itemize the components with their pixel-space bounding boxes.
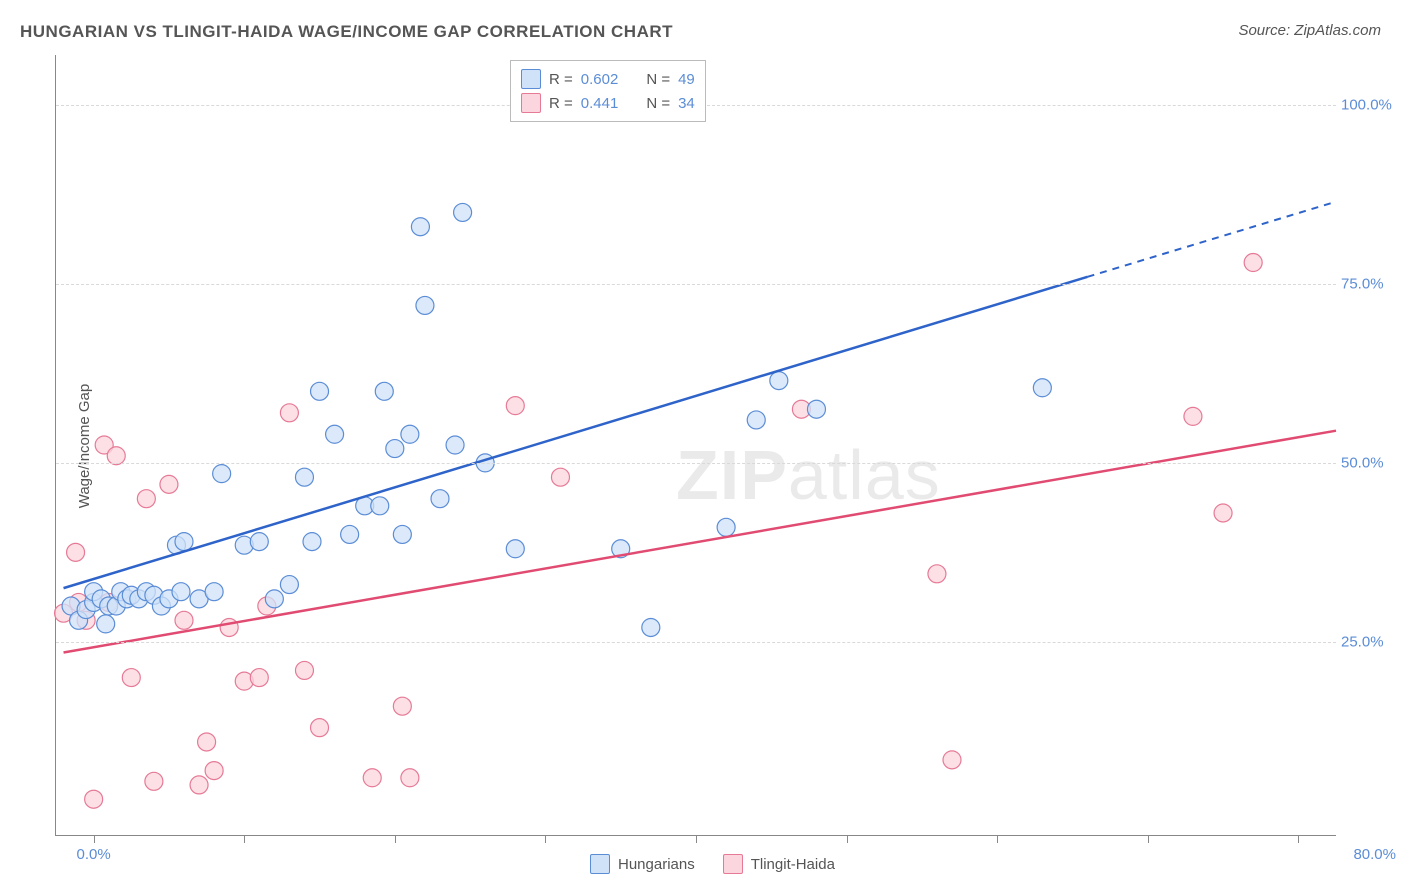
legend-swatch bbox=[590, 854, 610, 874]
data-point bbox=[295, 661, 313, 679]
data-point bbox=[371, 497, 389, 515]
data-point bbox=[190, 776, 208, 794]
data-point bbox=[1033, 379, 1051, 397]
data-point bbox=[97, 615, 115, 633]
regression-line bbox=[64, 277, 1088, 588]
data-point bbox=[213, 465, 231, 483]
data-point bbox=[1184, 407, 1202, 425]
data-point bbox=[220, 618, 238, 636]
data-point bbox=[265, 590, 283, 608]
data-point bbox=[416, 296, 434, 314]
gridline bbox=[56, 463, 1336, 464]
legend-swatch bbox=[521, 93, 541, 113]
legend-series: Hungarians Tlingit-Haida bbox=[590, 854, 835, 874]
data-point bbox=[250, 669, 268, 687]
x-tick bbox=[545, 835, 546, 843]
legend-r-value: 0.602 bbox=[581, 71, 619, 88]
data-point bbox=[280, 404, 298, 422]
data-point bbox=[175, 611, 193, 629]
y-tick-label: 50.0% bbox=[1341, 454, 1396, 471]
data-point bbox=[375, 382, 393, 400]
data-point bbox=[393, 525, 411, 543]
data-point bbox=[67, 543, 85, 561]
y-tick-label: 25.0% bbox=[1341, 633, 1396, 650]
data-point bbox=[928, 565, 946, 583]
legend-series-label: Hungarians bbox=[618, 856, 695, 873]
data-point bbox=[250, 533, 268, 551]
data-point bbox=[85, 790, 103, 808]
y-tick-label: 100.0% bbox=[1341, 97, 1396, 114]
data-point bbox=[205, 762, 223, 780]
data-point bbox=[311, 719, 329, 737]
data-point bbox=[295, 468, 313, 486]
legend-r-label: R = bbox=[549, 71, 573, 88]
plot-area: ZIPatlas 25.0%50.0%75.0%100.0%0.0%80.0% bbox=[55, 55, 1336, 836]
chart-title: HUNGARIAN VS TLINGIT-HAIDA WAGE/INCOME G… bbox=[20, 22, 673, 42]
x-tick bbox=[244, 835, 245, 843]
x-tick bbox=[395, 835, 396, 843]
x-tick-label: 80.0% bbox=[1353, 846, 1396, 863]
data-point bbox=[145, 772, 163, 790]
data-point bbox=[943, 751, 961, 769]
legend-series-item: Hungarians bbox=[590, 854, 695, 874]
data-point bbox=[747, 411, 765, 429]
data-point bbox=[807, 400, 825, 418]
chart-svg bbox=[56, 55, 1336, 835]
x-tick bbox=[997, 835, 998, 843]
legend-stats-row: R = 0.441 N = 34 bbox=[521, 91, 695, 115]
y-tick-label: 75.0% bbox=[1341, 275, 1396, 292]
data-point bbox=[198, 733, 216, 751]
x-tick bbox=[94, 835, 95, 843]
data-point bbox=[1214, 504, 1232, 522]
data-point bbox=[205, 583, 223, 601]
data-point bbox=[454, 203, 472, 221]
data-point bbox=[386, 440, 404, 458]
data-point bbox=[326, 425, 344, 443]
data-point bbox=[717, 518, 735, 536]
data-point bbox=[431, 490, 449, 508]
data-point bbox=[175, 533, 193, 551]
source-label: Source: ZipAtlas.com bbox=[1238, 22, 1381, 39]
data-point bbox=[311, 382, 329, 400]
legend-n-label: N = bbox=[646, 71, 670, 88]
legend-stats: R = 0.602 N = 49 R = 0.441 N = 34 bbox=[510, 60, 706, 122]
data-point bbox=[160, 475, 178, 493]
data-point bbox=[122, 669, 140, 687]
legend-stats-row: R = 0.602 N = 49 bbox=[521, 67, 695, 91]
legend-n-value: 34 bbox=[678, 95, 695, 112]
gridline bbox=[56, 284, 1336, 285]
data-point bbox=[401, 425, 419, 443]
legend-swatch bbox=[723, 854, 743, 874]
gridline bbox=[56, 642, 1336, 643]
x-tick bbox=[696, 835, 697, 843]
x-tick-label: 0.0% bbox=[77, 846, 111, 863]
data-point bbox=[446, 436, 464, 454]
data-point bbox=[393, 697, 411, 715]
data-point bbox=[506, 540, 524, 558]
x-tick bbox=[847, 835, 848, 843]
data-point bbox=[506, 397, 524, 415]
data-point bbox=[770, 372, 788, 390]
data-point bbox=[172, 583, 190, 601]
legend-r-label: R = bbox=[549, 95, 573, 112]
x-tick bbox=[1298, 835, 1299, 843]
x-tick bbox=[1148, 835, 1149, 843]
data-point bbox=[411, 218, 429, 236]
data-point bbox=[137, 490, 155, 508]
legend-series-item: Tlingit-Haida bbox=[723, 854, 835, 874]
legend-n-value: 49 bbox=[678, 71, 695, 88]
data-point bbox=[341, 525, 359, 543]
data-point bbox=[363, 769, 381, 787]
regression-line-extrapolated bbox=[1088, 202, 1336, 277]
legend-swatch bbox=[521, 69, 541, 89]
data-point bbox=[280, 576, 298, 594]
legend-n-label: N = bbox=[646, 95, 670, 112]
data-point bbox=[551, 468, 569, 486]
data-point bbox=[401, 769, 419, 787]
data-point bbox=[303, 533, 321, 551]
data-point bbox=[642, 618, 660, 636]
data-point bbox=[1244, 254, 1262, 272]
legend-series-label: Tlingit-Haida bbox=[751, 856, 835, 873]
legend-r-value: 0.441 bbox=[581, 95, 619, 112]
